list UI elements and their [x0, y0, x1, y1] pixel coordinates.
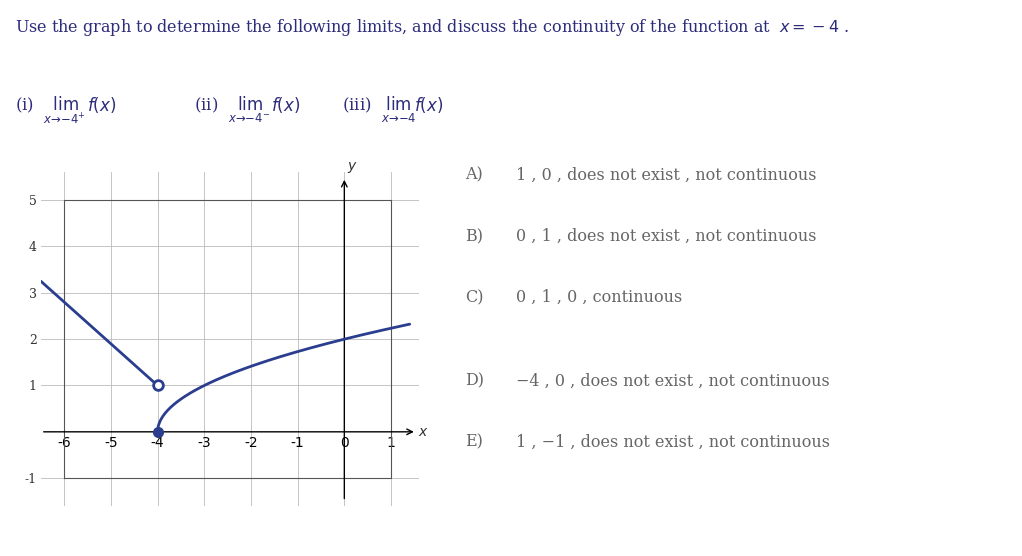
Text: A): A): [465, 167, 482, 184]
Text: 1 , −1 , does not exist , not continuous: 1 , −1 , does not exist , not continuous: [516, 434, 830, 451]
Text: D): D): [465, 373, 484, 390]
Text: 0 , 1 , does not exist , not continuous: 0 , 1 , does not exist , not continuous: [516, 228, 817, 245]
Text: 0 , 1 , 0 , continuous: 0 , 1 , 0 , continuous: [516, 289, 683, 306]
Text: $f(x)$: $f(x)$: [87, 95, 117, 115]
Text: 1 , 0 , does not exist , not continuous: 1 , 0 , does not exist , not continuous: [516, 167, 817, 184]
Text: (i)  $\lim_{x \to -4^+}$: (i) $\lim_{x \to -4^+}$: [15, 95, 86, 126]
Text: (ii)  $\lim_{x \to -4^-}$: (ii) $\lim_{x \to -4^-}$: [194, 95, 270, 125]
Text: B): B): [465, 228, 483, 245]
Text: $y$: $y$: [346, 160, 358, 175]
Text: $f(x)$: $f(x)$: [414, 95, 444, 115]
Text: Use the graph to determine the following limits, and discuss the continuity of t: Use the graph to determine the following…: [15, 17, 849, 38]
Text: −4 , 0 , does not exist , not continuous: −4 , 0 , does not exist , not continuous: [516, 373, 830, 390]
Text: E): E): [465, 434, 482, 451]
Text: (iii)  $\lim_{x \to -4}$: (iii) $\lim_{x \to -4}$: [342, 95, 417, 125]
Text: $x$: $x$: [418, 425, 429, 439]
Text: $f(x)$: $f(x)$: [271, 95, 300, 115]
Text: C): C): [465, 289, 483, 306]
